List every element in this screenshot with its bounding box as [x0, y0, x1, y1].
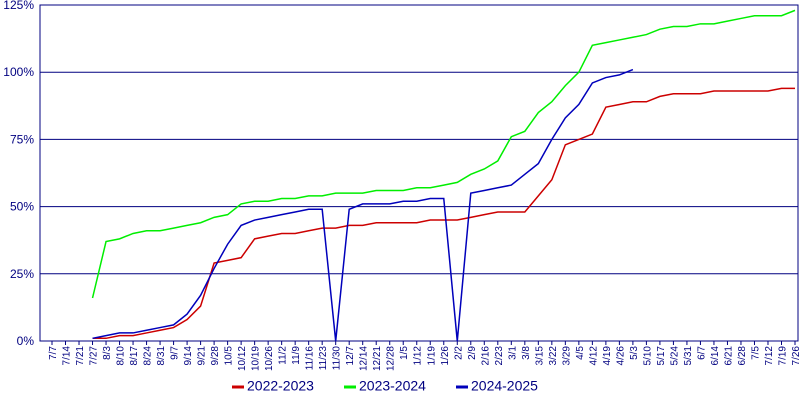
y-tick-label: 50% — [10, 200, 34, 214]
y-tick-label: 100% — [3, 65, 34, 79]
x-tick-label: 11/2 — [278, 346, 289, 365]
legend-label: 2024-2025 — [471, 378, 538, 394]
x-tick-label: 1/12 — [413, 346, 424, 366]
x-tick-label: 10/5 — [224, 346, 235, 366]
x-tick-label: 9/7 — [170, 346, 181, 360]
x-tick-label: 4/26 — [615, 346, 626, 366]
legend-label: 2022-2023 — [247, 378, 314, 394]
x-tick-label: 11/9 — [291, 346, 302, 365]
x-tick-label: 5/3 — [629, 346, 640, 360]
x-tick-label: 7/27 — [89, 346, 100, 366]
x-tick-label: 1/5 — [399, 346, 410, 360]
x-tick-label: 3/1 — [507, 346, 518, 360]
y-tick-label: 75% — [10, 132, 34, 146]
x-tick-label: 9/21 — [197, 346, 208, 366]
x-tick-label: 5/17 — [656, 346, 667, 366]
x-tick-label: 6/14 — [710, 346, 721, 366]
x-tick-label: 2/16 — [480, 346, 491, 366]
x-tick-label: 7/19 — [777, 346, 788, 366]
x-tick-label: 7/7 — [48, 346, 59, 360]
x-tick-label: 7/21 — [75, 346, 86, 366]
x-tick-label: 11/23 — [318, 346, 329, 371]
x-tick-label: 12/7 — [345, 346, 356, 366]
x-tick-label: 4/12 — [588, 346, 599, 366]
x-tick-label: 2/9 — [467, 346, 478, 360]
legend-label: 2023-2024 — [359, 378, 426, 394]
series-line — [91, 9, 796, 299]
x-tick-label: 8/24 — [143, 346, 154, 366]
x-tick-label: 6/21 — [723, 346, 734, 366]
x-tick-label: 8/10 — [116, 346, 127, 366]
series-line — [92, 87, 795, 340]
x-tick-label: 7/12 — [764, 346, 775, 366]
x-tick-label: 4/19 — [602, 346, 613, 366]
x-tick-label: 5/10 — [642, 346, 653, 366]
x-tick-label: 2/2 — [453, 346, 464, 360]
x-tick-label: 11/16 — [305, 346, 316, 371]
plot-frame — [39, 4, 799, 342]
x-tick-label: 6/28 — [737, 346, 748, 366]
x-tick-label: 3/8 — [521, 346, 532, 360]
x-tick-label: 7/5 — [750, 346, 761, 360]
series-line — [92, 68, 634, 342]
y-tick-label: 25% — [10, 267, 34, 281]
x-tick-label: 11/30 — [332, 346, 343, 371]
x-tick-label: 9/28 — [210, 346, 221, 366]
x-tick-label: 8/3 — [102, 346, 113, 360]
x-tick-label: 7/26 — [791, 346, 800, 366]
x-tick-label: 9/14 — [183, 346, 194, 366]
x-tick-label: 6/7 — [696, 346, 707, 360]
x-tick-label: 10/26 — [264, 346, 275, 371]
x-tick-label: 4/5 — [575, 346, 586, 360]
x-tick-label: 10/12 — [237, 346, 248, 371]
x-tick-label: 12/14 — [359, 346, 370, 371]
x-tick-label: 1/19 — [426, 346, 437, 366]
x-tick-label: 10/19 — [251, 346, 262, 371]
x-tick-label: 3/29 — [561, 346, 572, 366]
x-tick-label: 1/26 — [440, 346, 451, 366]
x-tick-label: 8/31 — [156, 346, 167, 366]
x-tick-label: 5/31 — [683, 346, 694, 366]
y-tick-label: 0% — [17, 334, 35, 348]
x-tick-label: 3/22 — [548, 346, 559, 366]
x-tick-label: 7/14 — [62, 346, 73, 366]
x-tick-label: 12/28 — [386, 346, 397, 371]
y-tick-label: 125% — [3, 0, 34, 12]
legend: 2022-2023 2023-2024 2024-2025 — [232, 378, 538, 394]
x-tick-label: 8/17 — [129, 346, 140, 366]
x-tick-label: 3/15 — [534, 346, 545, 366]
x-tick-label: 2/23 — [494, 346, 505, 366]
x-tick-label: 12/21 — [372, 346, 383, 371]
x-tick-label: 5/24 — [669, 346, 680, 366]
